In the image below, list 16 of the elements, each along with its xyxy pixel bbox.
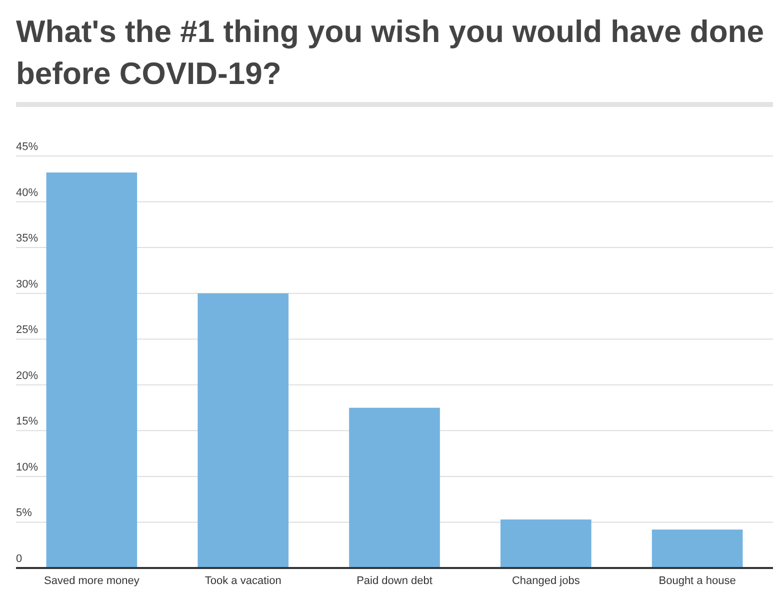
- y-tick-label: 25%: [16, 324, 38, 336]
- y-tick-label: 10%: [16, 461, 38, 474]
- y-tick-label: 35%: [16, 232, 38, 245]
- x-tick-label: Changed jobs: [512, 575, 580, 587]
- y-tick-label: 15%: [16, 416, 38, 428]
- x-tick-label: Saved more money: [44, 575, 140, 587]
- y-tick-label: 45%: [16, 141, 38, 153]
- y-tick-label: 40%: [16, 186, 38, 199]
- x-tick-label: Bought a house: [658, 575, 736, 587]
- y-tick-label: 20%: [16, 370, 38, 382]
- y-tick-label: 0: [16, 553, 22, 565]
- y-tick-label: 5%: [16, 507, 32, 520]
- x-tick-label: Paid down debt: [356, 575, 432, 587]
- y-tick-label: 30%: [16, 278, 38, 290]
- chart-title: What's the #1 thing you wish you would have done before COVID-19?: [16, 14, 764, 91]
- x-tick-label: Took a vacation: [204, 575, 282, 587]
